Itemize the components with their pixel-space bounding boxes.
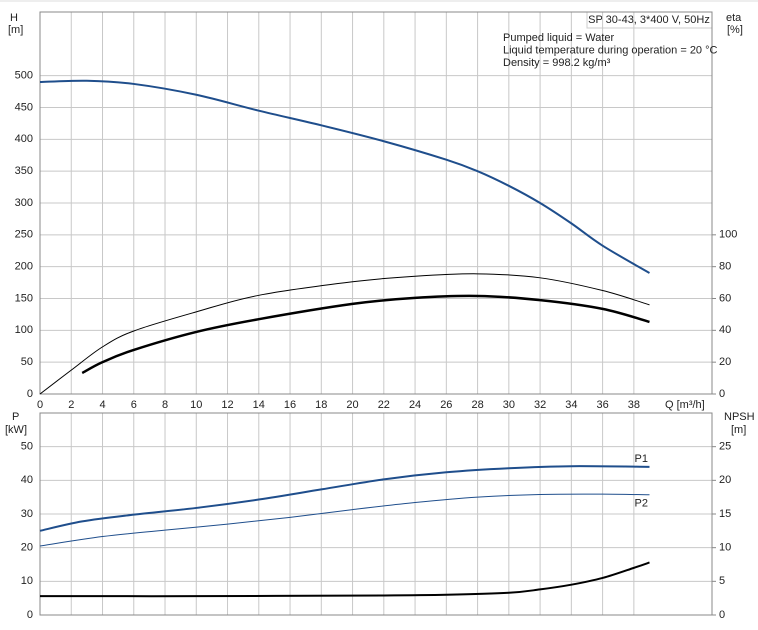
y2-tick-label: 10	[719, 542, 731, 554]
x-tick-label: 12	[221, 399, 233, 411]
y2-label: eta	[726, 12, 742, 24]
plot-frame	[39, 11, 713, 395]
y2-tick-label: 0	[719, 609, 725, 621]
y2-tick-label: 20	[719, 356, 731, 368]
y-tick-label: 300	[15, 197, 33, 209]
chart-title: SP 30-43, 3*400 V, 50Hz	[588, 14, 710, 26]
y-tick-label: 400	[15, 133, 33, 145]
y-tick-label: 0	[27, 388, 33, 400]
x-tick-label: 28	[471, 399, 483, 411]
x-tick-label: 6	[131, 399, 137, 411]
x-tick-label: 26	[440, 399, 452, 411]
y2-tick-label: 25	[719, 441, 731, 453]
y2-tick-label: 5	[719, 575, 725, 587]
curve	[39, 465, 650, 532]
x-tick-label: 16	[284, 399, 296, 411]
y-tick-label: 100	[15, 324, 33, 336]
y2-label: NPSH	[724, 411, 755, 423]
y-tick-label: 30	[21, 508, 33, 520]
x-tick-label: 14	[253, 399, 265, 411]
y2-unit: [%]	[727, 24, 743, 36]
curve	[39, 79, 650, 274]
x-tick-label: 2	[68, 399, 74, 411]
y-unit: [kW]	[5, 424, 27, 436]
y-label: P	[12, 411, 19, 423]
x-tick-label: 30	[503, 399, 515, 411]
x-tick-label: 18	[315, 399, 327, 411]
y-tick-label: 50	[21, 356, 33, 368]
y2-tick-label: 0	[719, 388, 725, 400]
note: Density = 998.2 kg/m³	[503, 57, 611, 69]
x-tick-label: 10	[190, 399, 202, 411]
curve	[39, 561, 650, 598]
y-tick-label: 40	[21, 474, 33, 486]
series-label: P1	[634, 453, 647, 465]
note: Pumped liquid = Water	[503, 32, 615, 44]
y-tick-label: 10	[21, 575, 33, 587]
y-tick-label: 20	[21, 542, 33, 554]
y-tick-label: 0	[27, 609, 33, 621]
x-tick-label: 20	[346, 399, 358, 411]
y2-tick-label: 60	[719, 292, 731, 304]
y-label: H	[10, 12, 18, 24]
y-tick-label: 200	[15, 261, 33, 273]
x-tick-label: 34	[565, 399, 577, 411]
y-tick-label: 500	[15, 70, 33, 82]
x-tick-label: 4	[99, 399, 105, 411]
y-tick-label: 350	[15, 165, 33, 177]
y-tick-label: 450	[15, 101, 33, 113]
y2-tick-label: 15	[719, 508, 731, 520]
x-tick-label: 36	[596, 399, 608, 411]
grid-layer	[39, 11, 716, 616]
x-label: Q [m³/h]	[665, 399, 705, 411]
x-tick-label: 8	[162, 399, 168, 411]
plot-frame	[39, 412, 713, 616]
plot-layer	[39, 79, 650, 598]
x-tick-label: 0	[37, 399, 43, 411]
y-tick-label: 50	[21, 441, 33, 453]
series-label: P2	[634, 498, 647, 510]
x-tick-label: 24	[409, 399, 421, 411]
y2-tick-label: 20	[719, 474, 731, 486]
y2-tick-label: 100	[719, 229, 737, 241]
curve	[39, 493, 650, 547]
y2-tick-label: 40	[719, 324, 731, 336]
x-tick-label: 32	[534, 399, 546, 411]
curve	[81, 294, 650, 375]
x-tick-label: 38	[628, 399, 640, 411]
y-tick-label: 250	[15, 229, 33, 241]
y2-tick-label: 80	[719, 261, 731, 273]
y-unit: [m]	[8, 24, 23, 36]
x-tick-label: 22	[378, 399, 390, 411]
note: Liquid temperature during operation = 20…	[503, 44, 718, 56]
curve	[39, 273, 650, 395]
y2-unit: [m]	[731, 424, 746, 436]
y-tick-label: 150	[15, 292, 33, 304]
